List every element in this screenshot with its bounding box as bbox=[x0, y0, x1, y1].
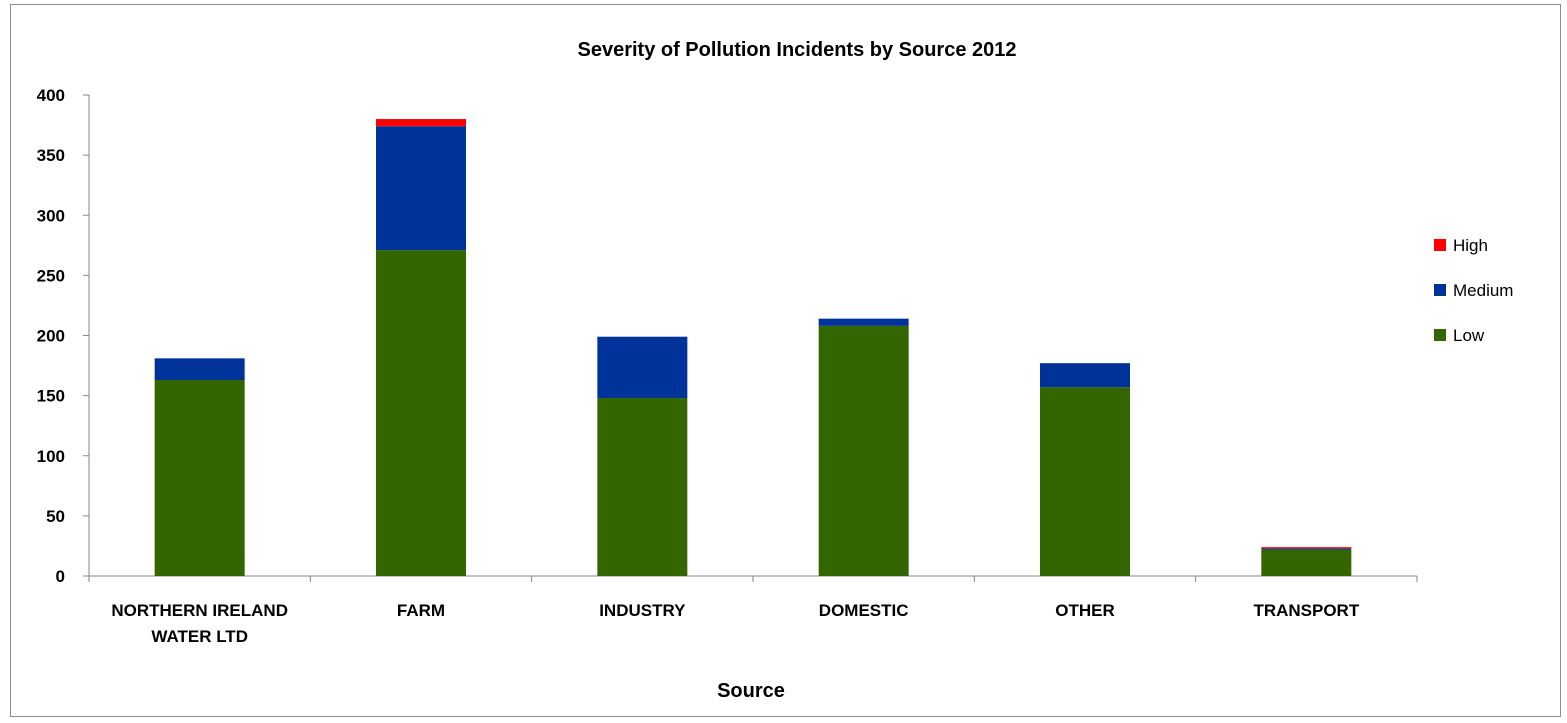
bars bbox=[154, 119, 1352, 576]
x-category-label: FARM bbox=[397, 601, 445, 620]
x-category-label: TRANSPORT bbox=[1253, 601, 1359, 620]
bar-segment-medium-3 bbox=[818, 318, 909, 326]
x-axis bbox=[88, 575, 1418, 582]
x-category-label: OTHER bbox=[1055, 601, 1115, 620]
x-category-label: DOMESTIC bbox=[819, 601, 909, 620]
bar-segment-low-2 bbox=[597, 398, 688, 576]
legend-label-high: High bbox=[1453, 236, 1488, 255]
x-axis-title: Source bbox=[717, 680, 785, 702]
bar-segment-low-3 bbox=[818, 325, 909, 576]
y-tick-label: 150 bbox=[37, 387, 65, 406]
y-tick-label: 350 bbox=[37, 146, 65, 165]
y-tick-label: 200 bbox=[37, 327, 65, 346]
chart-frame bbox=[10, 4, 1561, 717]
bar-segment-high-1 bbox=[376, 119, 466, 127]
y-tick-label: 50 bbox=[46, 507, 65, 526]
x-category-label: INDUSTRY bbox=[599, 601, 686, 620]
bar-segment-medium-5 bbox=[1261, 548, 1352, 550]
bar-segment-medium-4 bbox=[1040, 363, 1130, 388]
y-tick-label: 0 bbox=[56, 567, 65, 586]
bar-segment-low-4 bbox=[1040, 387, 1130, 576]
legend-swatch-medium bbox=[1434, 284, 1446, 296]
legend-swatch-high bbox=[1434, 239, 1446, 251]
bar-segment-low-0 bbox=[154, 379, 245, 576]
legend-label-low: Low bbox=[1453, 326, 1485, 345]
x-category-label: WATER LTD bbox=[151, 627, 248, 646]
bar-segment-medium-2 bbox=[597, 336, 688, 399]
y-tick-label: 100 bbox=[37, 447, 65, 466]
bar-segment-low-5 bbox=[1261, 549, 1352, 576]
x-category-label: NORTHERN IRELAND bbox=[111, 601, 288, 620]
y-tick-label: 300 bbox=[37, 206, 65, 225]
legend-swatch-low bbox=[1434, 329, 1446, 341]
legend-label-medium: Medium bbox=[1453, 281, 1513, 300]
bar-segment-high-5 bbox=[1261, 547, 1352, 549]
bar-segment-medium-0 bbox=[154, 358, 245, 380]
chart-title: Severity of Pollution Incidents by Sourc… bbox=[577, 39, 1016, 61]
bar-segment-medium-1 bbox=[376, 126, 466, 251]
legend: High Medium Low bbox=[1434, 236, 1513, 345]
y-tick-label: 400 bbox=[37, 86, 65, 105]
y-tick-label: 250 bbox=[37, 266, 65, 285]
bar-segment-low-1 bbox=[376, 250, 466, 576]
y-axis: 0 50 100 150 200 250 300 350 400 bbox=[37, 86, 90, 586]
category-labels: NORTHERN IRELAND WATER LTD FARM INDUSTRY DOM… bbox=[111, 601, 1359, 646]
